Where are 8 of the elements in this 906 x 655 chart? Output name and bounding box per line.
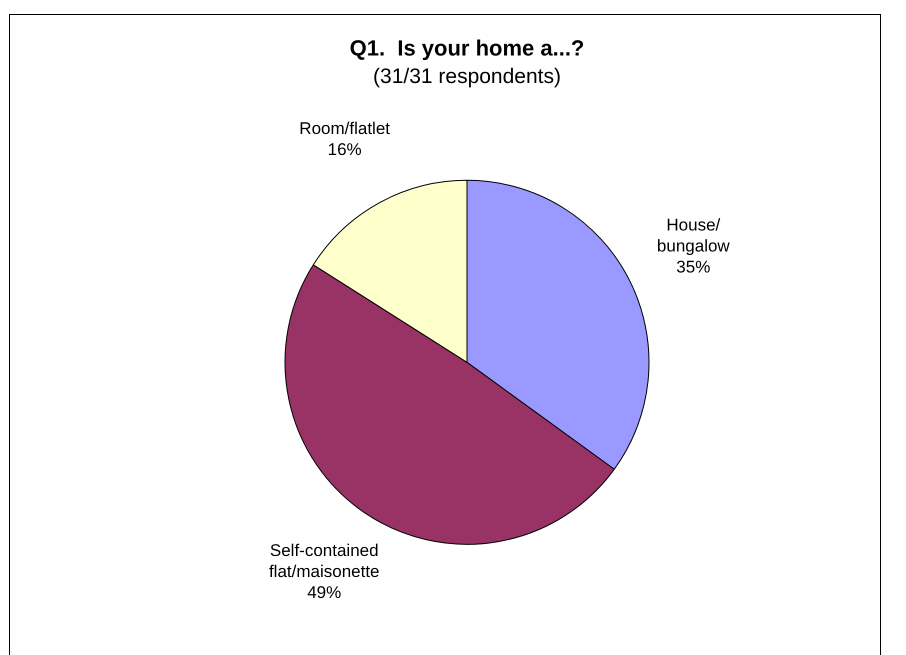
slice-label: Self-contained flat/maisonette [268, 541, 380, 582]
chart-subtitle: (31/31 respondents) [373, 64, 561, 88]
slice-label: Room/flatlet [299, 118, 390, 138]
data-label: 16% [328, 140, 362, 159]
chart-title: Q1. Is your home a...? [350, 35, 584, 60]
data-label: 49% [307, 583, 342, 602]
slice-label: House/bungalow [656, 216, 730, 256]
data-label: 35% [676, 258, 710, 277]
